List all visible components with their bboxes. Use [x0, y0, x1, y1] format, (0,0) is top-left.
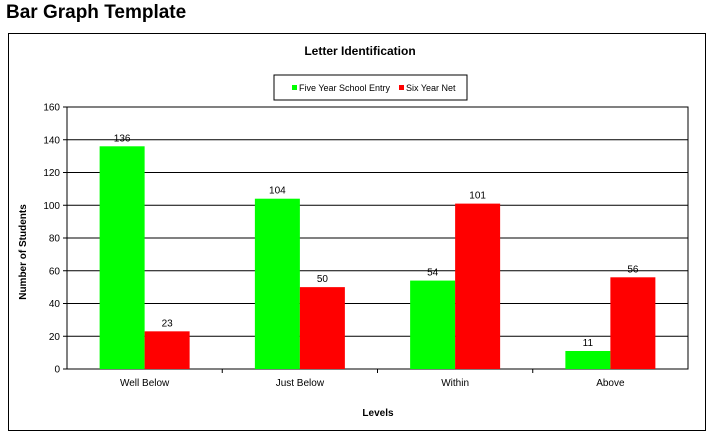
data-label: 23 — [162, 318, 174, 329]
legend-swatch — [292, 85, 297, 90]
x-tick-label: Within — [441, 378, 469, 389]
data-label: 50 — [317, 274, 329, 285]
y-tick-label: 20 — [49, 332, 61, 343]
legend-label: Six Year Net — [406, 83, 456, 93]
y-tick-label: 100 — [43, 201, 60, 212]
legend-swatch — [399, 85, 404, 90]
page-heading: Bar Graph Template — [6, 2, 187, 23]
x-tick-label: Just Below — [276, 378, 325, 389]
bar-0-1 — [254, 198, 300, 369]
data-label: 56 — [627, 264, 639, 275]
legend: Five Year School Entry Six Year Net — [273, 74, 468, 101]
legend-box — [273, 74, 468, 101]
bar-0-0 — [99, 146, 145, 369]
bar-1-3 — [610, 277, 656, 369]
legend-label: Five Year School Entry — [299, 83, 391, 93]
chart-title: Letter Identification — [304, 44, 415, 58]
bar-0-3 — [565, 350, 611, 369]
bar-1-2 — [455, 203, 501, 369]
plot-area: 0 20 40 60 80 100 120 140 160 Well Below 136 23 Just… — [43, 103, 689, 389]
data-label: 54 — [427, 268, 439, 279]
x-tick-label: Well Below — [120, 378, 170, 389]
data-label: 11 — [583, 338, 594, 349]
bar-1-0 — [144, 331, 190, 369]
y-tick-label: 120 — [43, 168, 60, 179]
y-tick-label: 80 — [49, 234, 61, 245]
bar-1-1 — [299, 287, 345, 369]
data-label: 136 — [114, 133, 131, 144]
y-tick-label: 40 — [49, 299, 61, 310]
y-tick-label: 140 — [43, 135, 60, 146]
y-tick-label: 60 — [49, 266, 61, 277]
x-axis-label: Levels — [362, 408, 394, 419]
y-tick-label: 0 — [54, 365, 60, 376]
y-axis-label: Number of Students — [18, 204, 29, 300]
bar-0-2 — [410, 280, 456, 369]
y-tick-label: 160 — [43, 103, 60, 114]
data-label: 101 — [469, 191, 486, 202]
data-label: 104 — [269, 186, 286, 197]
x-tick-label: Above — [596, 378, 625, 389]
